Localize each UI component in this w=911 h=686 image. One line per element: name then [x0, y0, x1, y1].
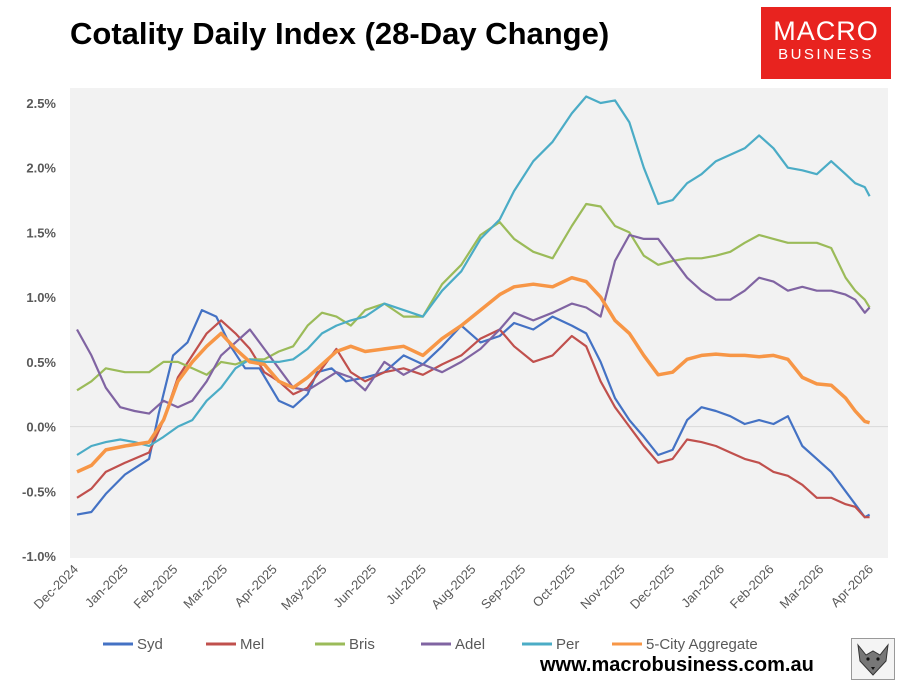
x-axis-ticks: Dec-2024 Jan-2025 Feb-2025 Mar-2025 Apr-2025… [31, 562, 876, 613]
x-tick-label: Nov-2025 [577, 562, 627, 612]
legend-label: Syd [137, 636, 163, 653]
x-tick-label: Oct-2025 [530, 562, 578, 610]
logo-line-1: MACRO [773, 16, 879, 46]
x-tick-label: May-2025 [278, 562, 329, 613]
x-tick-label: Dec-2025 [627, 562, 677, 612]
y-tick-label: 0.5% [26, 355, 56, 370]
y-tick-label: -0.5% [22, 484, 56, 499]
x-tick-label: Mar-2025 [180, 562, 230, 612]
legend-label: Adel [455, 636, 485, 653]
series-line-adel [76, 233, 871, 415]
legend-label: Per [556, 636, 579, 653]
x-tick-label: Jan-2026 [678, 562, 727, 611]
y-tick-label: 0.0% [26, 420, 56, 435]
legend-label: Bris [349, 636, 375, 653]
website-url[interactable]: www.macrobusiness.com.au [540, 654, 814, 676]
y-tick-label: 1.0% [26, 290, 56, 305]
chart-title: Cotality Daily Index (28-Day Change) [70, 16, 610, 51]
series-lines [70, 95, 888, 519]
series-line-5-city-aggregate [76, 275, 871, 474]
fox-mascot-icon [851, 638, 895, 680]
x-tick-label: Feb-2025 [131, 562, 181, 612]
y-tick-label: 2.0% [26, 161, 56, 176]
x-tick-label: Sep-2025 [478, 562, 528, 612]
y-tick-label: -1.0% [22, 549, 56, 564]
series-line-per [76, 95, 871, 456]
x-tick-label: Apr-2026 [828, 562, 876, 610]
x-tick-label: Apr-2025 [231, 562, 279, 610]
macrobusiness-logo: MACRO BUSINESS [761, 7, 891, 79]
x-tick-label: Jan-2025 [82, 562, 131, 611]
x-tick-label: Jun-2025 [330, 562, 379, 611]
y-tick-label: 1.5% [26, 225, 56, 240]
x-tick-label: Mar-2026 [776, 562, 826, 612]
x-tick-label: Dec-2024 [31, 562, 81, 612]
legend-label: Mel [240, 636, 264, 653]
y-tick-label: 2.5% [26, 96, 56, 111]
x-tick-label: Aug-2025 [428, 562, 478, 612]
plot-area [70, 88, 888, 558]
x-tick-label: Feb-2026 [727, 562, 777, 612]
x-tick-label: Jul-2025 [383, 562, 429, 608]
series-line-syd [76, 309, 871, 519]
legend-label: 5-City Aggregate [646, 636, 758, 653]
legend: Syd Mel Bris Adel Per 5-City Aggregate [103, 636, 758, 653]
y-axis-ticks: 2.5% 2.0% 1.5% 1.0% 0.5% 0.0% -0.5% -1.0% [22, 96, 56, 564]
logo-line-2: BUSINESS [778, 46, 874, 63]
